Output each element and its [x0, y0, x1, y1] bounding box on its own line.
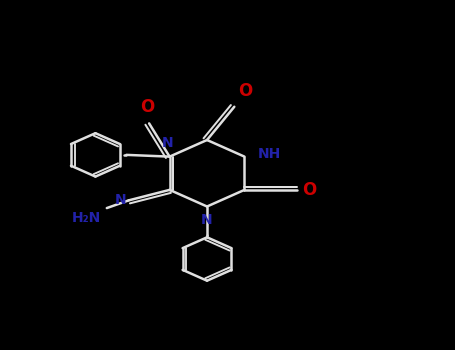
- Text: O: O: [302, 181, 317, 199]
- Text: H₂N: H₂N: [72, 211, 101, 225]
- Text: NH: NH: [258, 147, 281, 161]
- Text: N: N: [201, 213, 213, 227]
- Text: O: O: [238, 83, 252, 100]
- Text: N: N: [115, 193, 127, 207]
- Text: N: N: [162, 136, 173, 150]
- Text: O: O: [140, 98, 154, 116]
